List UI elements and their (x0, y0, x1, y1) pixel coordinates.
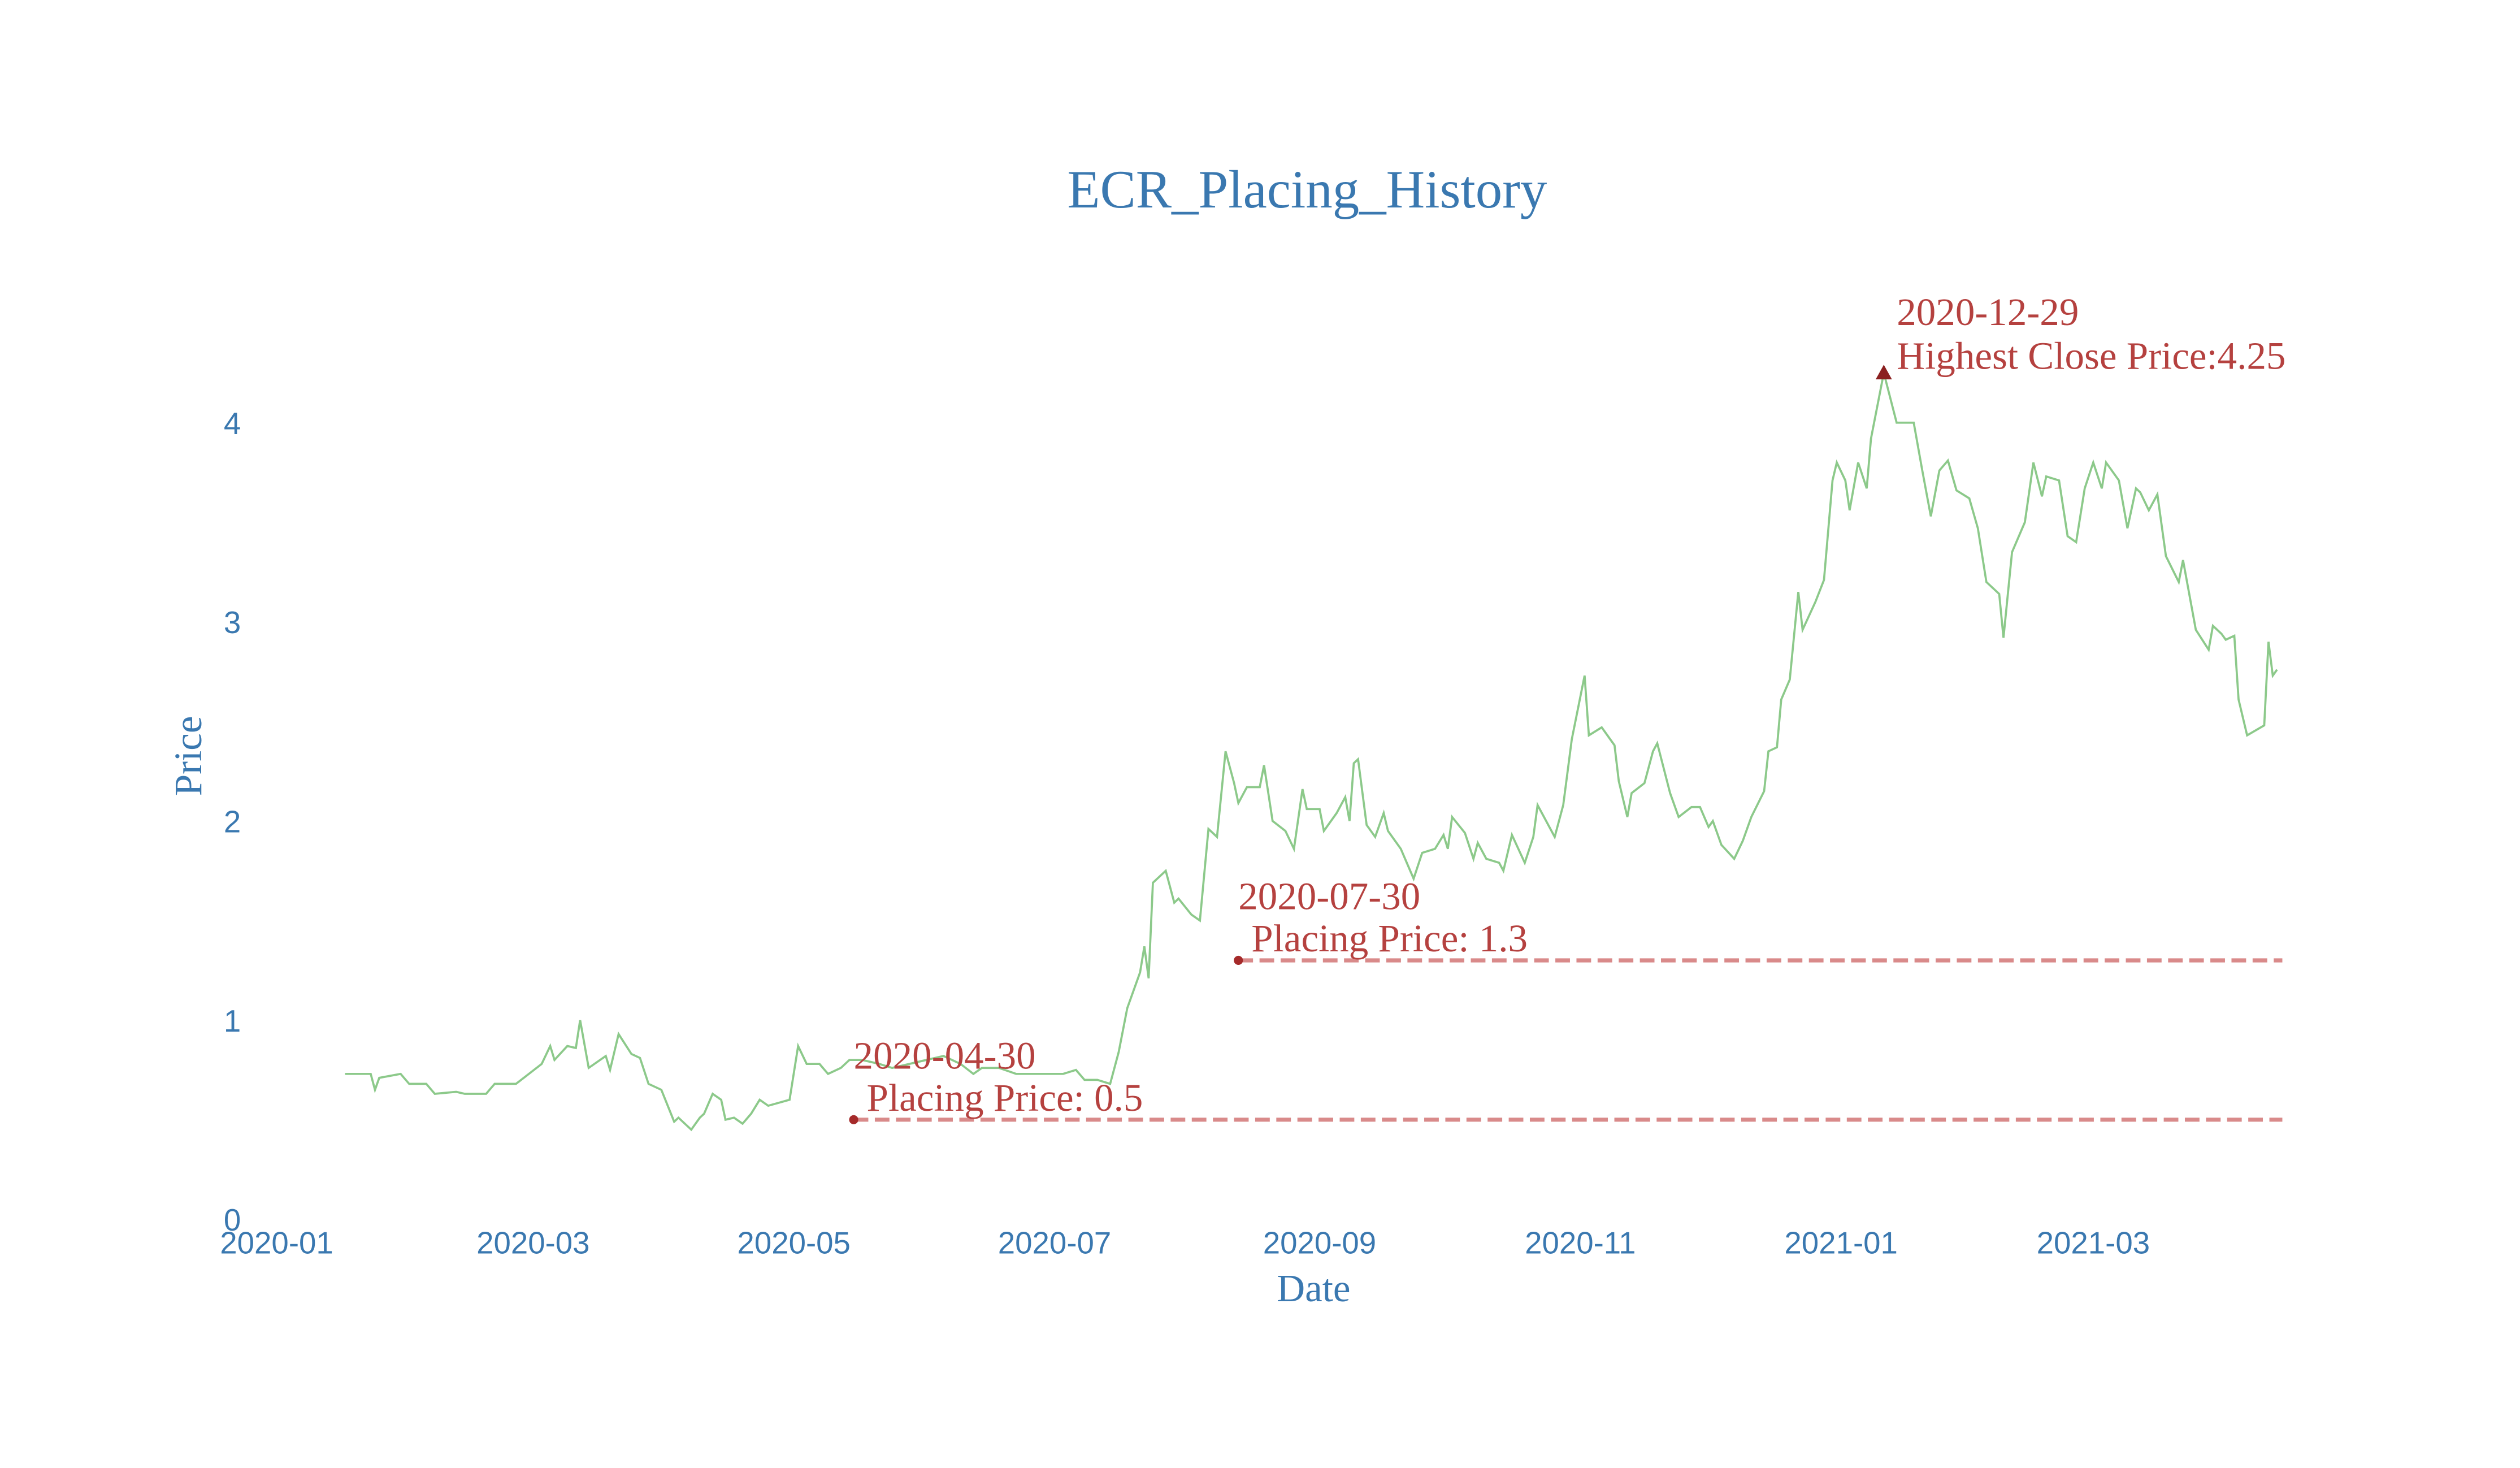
x-tick-label: 2020-01 (220, 1226, 333, 1260)
y-tick-label: 1 (224, 1004, 241, 1038)
x-tick-label: 2020-11 (1525, 1226, 1636, 1260)
x-axis-title: Date (1277, 1266, 1350, 1310)
y-tick-label: 4 (224, 406, 241, 441)
price-line (345, 373, 2278, 1132)
x-tick-label: 2020-03 (476, 1226, 589, 1260)
y-axis-title: Price (166, 716, 210, 796)
y-tick-label: 0 (224, 1203, 241, 1237)
highest-date: 2020-12-29 (1897, 290, 2079, 334)
highest-marker (1875, 365, 1892, 380)
placing-label: Placing Price: 0.5 (867, 1076, 1143, 1119)
placing-date: 2020-04-30 (854, 1033, 1036, 1077)
placing-date: 2020-07-30 (1238, 874, 1420, 917)
placing-marker (849, 1115, 858, 1124)
highest-label: Highest Close Price:4.25 (1897, 334, 2285, 378)
x-tick-label: 2021-01 (1784, 1226, 1897, 1260)
placing-label: Placing Price: 1.3 (1251, 916, 1528, 960)
y-tick-label: 2 (224, 805, 241, 839)
y-tick-label: 3 (224, 605, 241, 640)
x-tick-label: 2020-05 (737, 1226, 850, 1260)
x-tick-label: 2021-03 (2037, 1226, 2150, 1260)
x-tick-label: 2020-09 (1263, 1226, 1376, 1260)
x-tick-label: 2020-07 (998, 1226, 1111, 1260)
chart-title: ECR_Placing_History (1068, 159, 1547, 219)
placing-marker (1234, 955, 1243, 965)
